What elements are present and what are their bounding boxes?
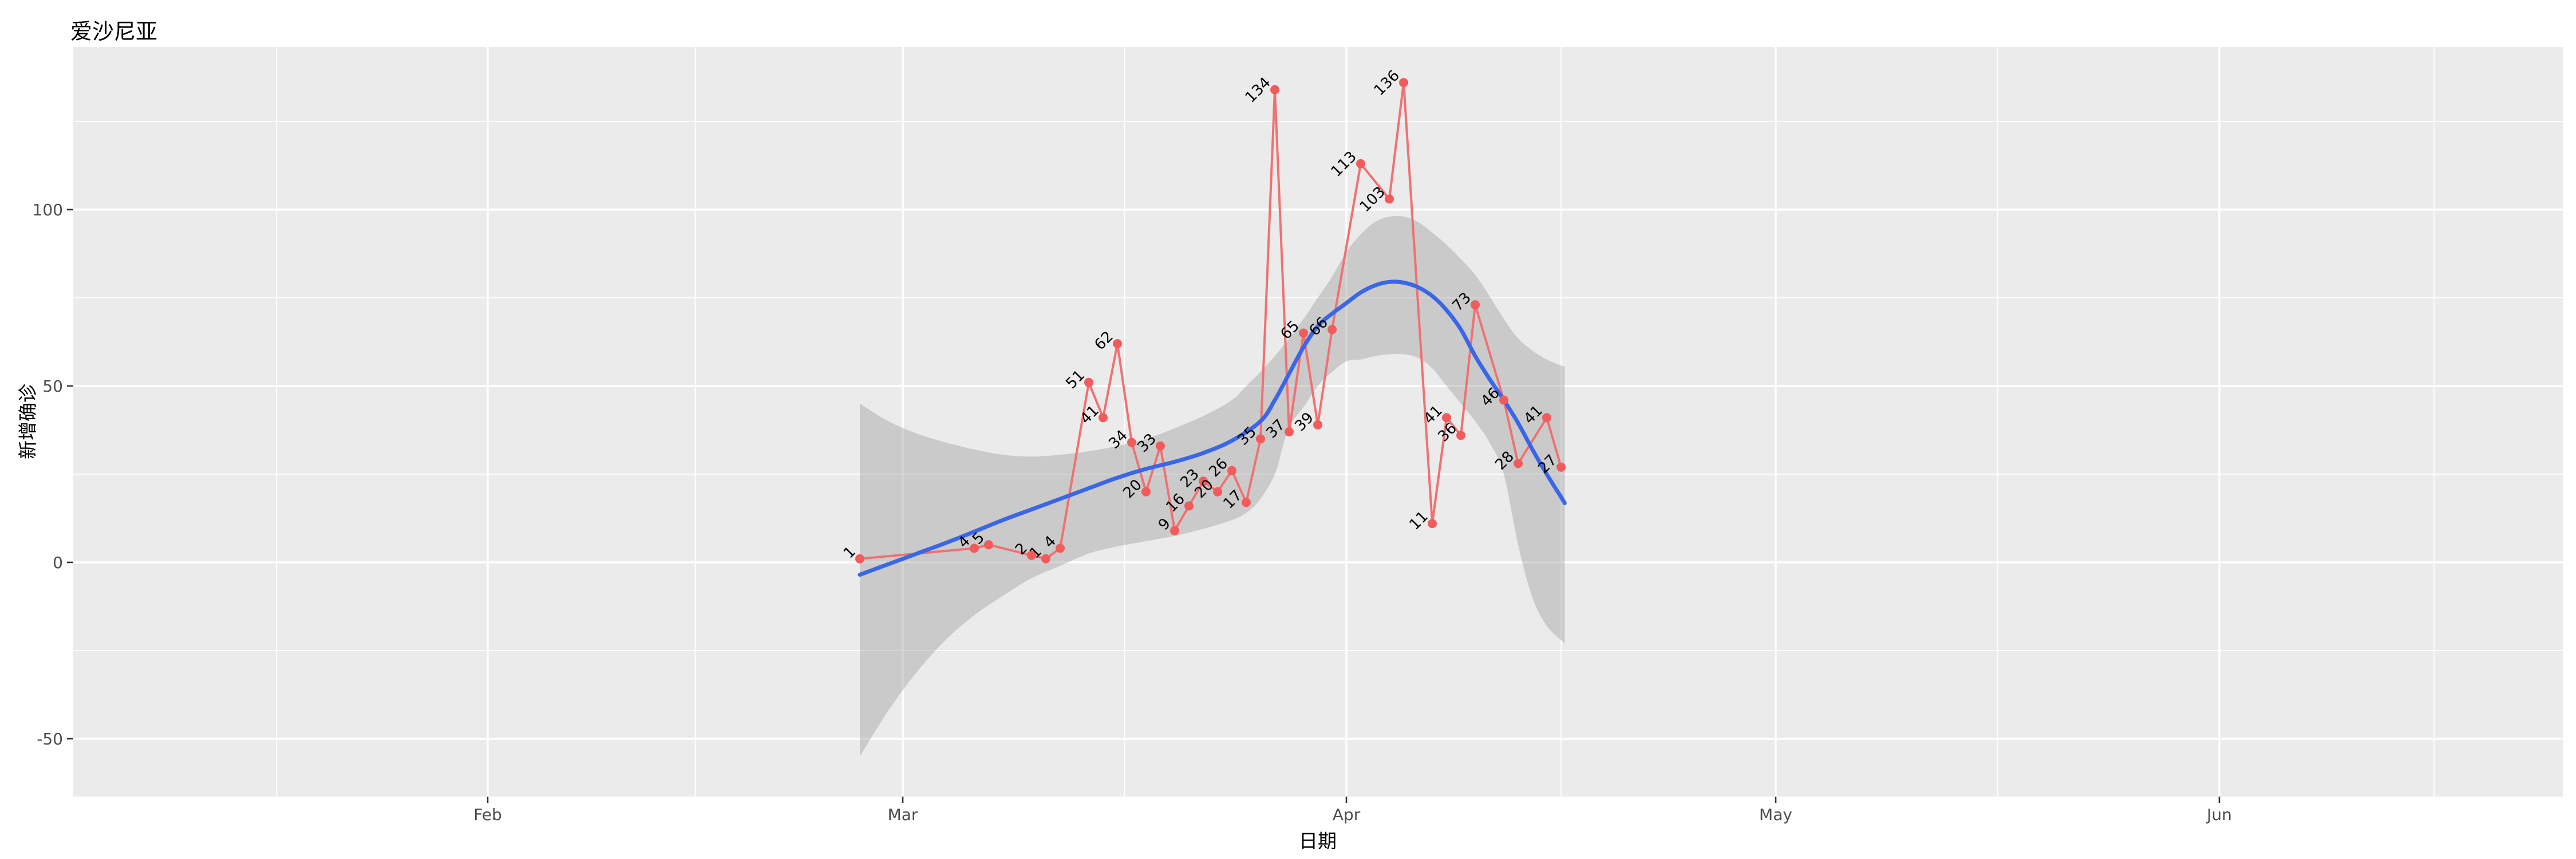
data-point bbox=[1299, 328, 1308, 338]
data-point bbox=[1542, 413, 1551, 423]
data-point bbox=[1471, 300, 1480, 310]
data-point bbox=[1099, 413, 1108, 423]
data-point bbox=[1556, 462, 1566, 472]
data-point bbox=[1127, 438, 1136, 447]
data-point bbox=[1027, 550, 1036, 560]
data-point bbox=[855, 554, 864, 564]
data-point bbox=[1256, 434, 1265, 444]
data-point bbox=[1514, 459, 1523, 468]
data-point bbox=[1385, 194, 1394, 204]
smooth-trend-line bbox=[858, 279, 1567, 577]
data-point bbox=[984, 540, 993, 550]
data-point bbox=[1327, 325, 1337, 334]
data-point bbox=[1213, 487, 1222, 497]
y-tick-label: 0 bbox=[53, 553, 63, 572]
x-tick-labels: Feb Mar Apr May Jun bbox=[473, 805, 2232, 824]
y-tick-label: 100 bbox=[33, 200, 63, 219]
data-point bbox=[1285, 427, 1294, 437]
x-tick-label: Mar bbox=[888, 805, 918, 824]
data-point bbox=[1199, 476, 1208, 486]
y-axis-title: 新增确诊 bbox=[17, 384, 39, 459]
data-point bbox=[1227, 466, 1236, 475]
x-tick-label: May bbox=[1759, 805, 1792, 824]
data-point bbox=[1242, 498, 1251, 507]
y-tick-label: -50 bbox=[37, 730, 63, 748]
x-tick-label: Apr bbox=[1333, 805, 1361, 824]
x-axis-title: 日期 bbox=[1299, 830, 1337, 852]
data-point bbox=[1442, 413, 1451, 423]
data-point bbox=[1141, 487, 1151, 497]
data-point bbox=[1084, 377, 1093, 387]
x-tick-label: Feb bbox=[473, 805, 502, 824]
data-point bbox=[1184, 501, 1194, 511]
x-tick-label: Jun bbox=[2206, 805, 2232, 824]
data-point bbox=[1156, 441, 1165, 451]
data-point bbox=[1041, 554, 1050, 564]
data-point bbox=[1170, 526, 1179, 535]
y-tick-label: 50 bbox=[42, 377, 63, 396]
data-point bbox=[1270, 85, 1279, 94]
gridlines-major bbox=[73, 47, 2563, 797]
data-point bbox=[1356, 159, 1365, 168]
data-point bbox=[1428, 519, 1437, 529]
chart-title: 爱沙尼亚 bbox=[70, 19, 158, 44]
data-point bbox=[1399, 78, 1408, 88]
axis-tick-marks bbox=[67, 208, 2221, 803]
y-tick-labels: 100 50 0 -50 bbox=[33, 200, 63, 748]
data-point bbox=[1499, 395, 1508, 405]
confidence-band bbox=[860, 216, 1565, 756]
data-point bbox=[970, 543, 979, 553]
data-point bbox=[1313, 420, 1322, 430]
data-point bbox=[1113, 339, 1122, 349]
data-point bbox=[1456, 431, 1465, 440]
series-points bbox=[855, 78, 1566, 564]
data-point bbox=[1056, 543, 1065, 553]
